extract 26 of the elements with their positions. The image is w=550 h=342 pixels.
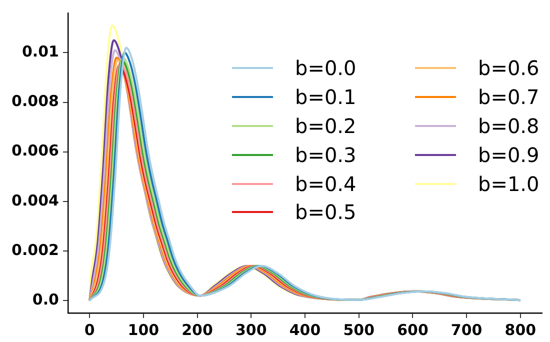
y-tick-label: 0.0 bbox=[32, 290, 59, 308]
legend-label: b=0.3 bbox=[295, 142, 356, 167]
x-tick-label: 700 bbox=[450, 320, 482, 339]
legend-label: b=1.0 bbox=[478, 172, 540, 196]
legend-label: b=0.6 bbox=[478, 56, 540, 80]
y-tick-label: 0.008 bbox=[12, 92, 59, 110]
legend-label: b=0.0 bbox=[295, 56, 356, 80]
x-tick-label: 500 bbox=[343, 320, 375, 339]
legend-label: b=0.7 bbox=[478, 85, 540, 110]
y-tick-label: 0.01 bbox=[22, 42, 59, 61]
x-tick-label: 0 bbox=[84, 320, 95, 339]
x-tick-label: 200 bbox=[182, 320, 213, 339]
y-tick-label: 0.004 bbox=[12, 191, 59, 210]
legend-label: b=0.8 bbox=[478, 114, 540, 138]
x-tick-label: 600 bbox=[397, 320, 428, 339]
x-tick-label: 800 bbox=[504, 320, 536, 339]
y-tick-label: 0.002 bbox=[12, 240, 59, 259]
legend-label: b=0.4 bbox=[295, 172, 356, 196]
legend-label: b=0.1 bbox=[295, 85, 356, 110]
legend-label: b=0.5 bbox=[295, 200, 356, 224]
x-tick-label: 300 bbox=[235, 320, 267, 339]
x-tick-label: 400 bbox=[289, 320, 321, 339]
legend-label: b=0.2 bbox=[295, 114, 356, 138]
x-tick-label: 100 bbox=[128, 320, 160, 339]
legend-label: b=0.9 bbox=[478, 142, 540, 167]
y-tick-label: 0.006 bbox=[12, 142, 59, 160]
